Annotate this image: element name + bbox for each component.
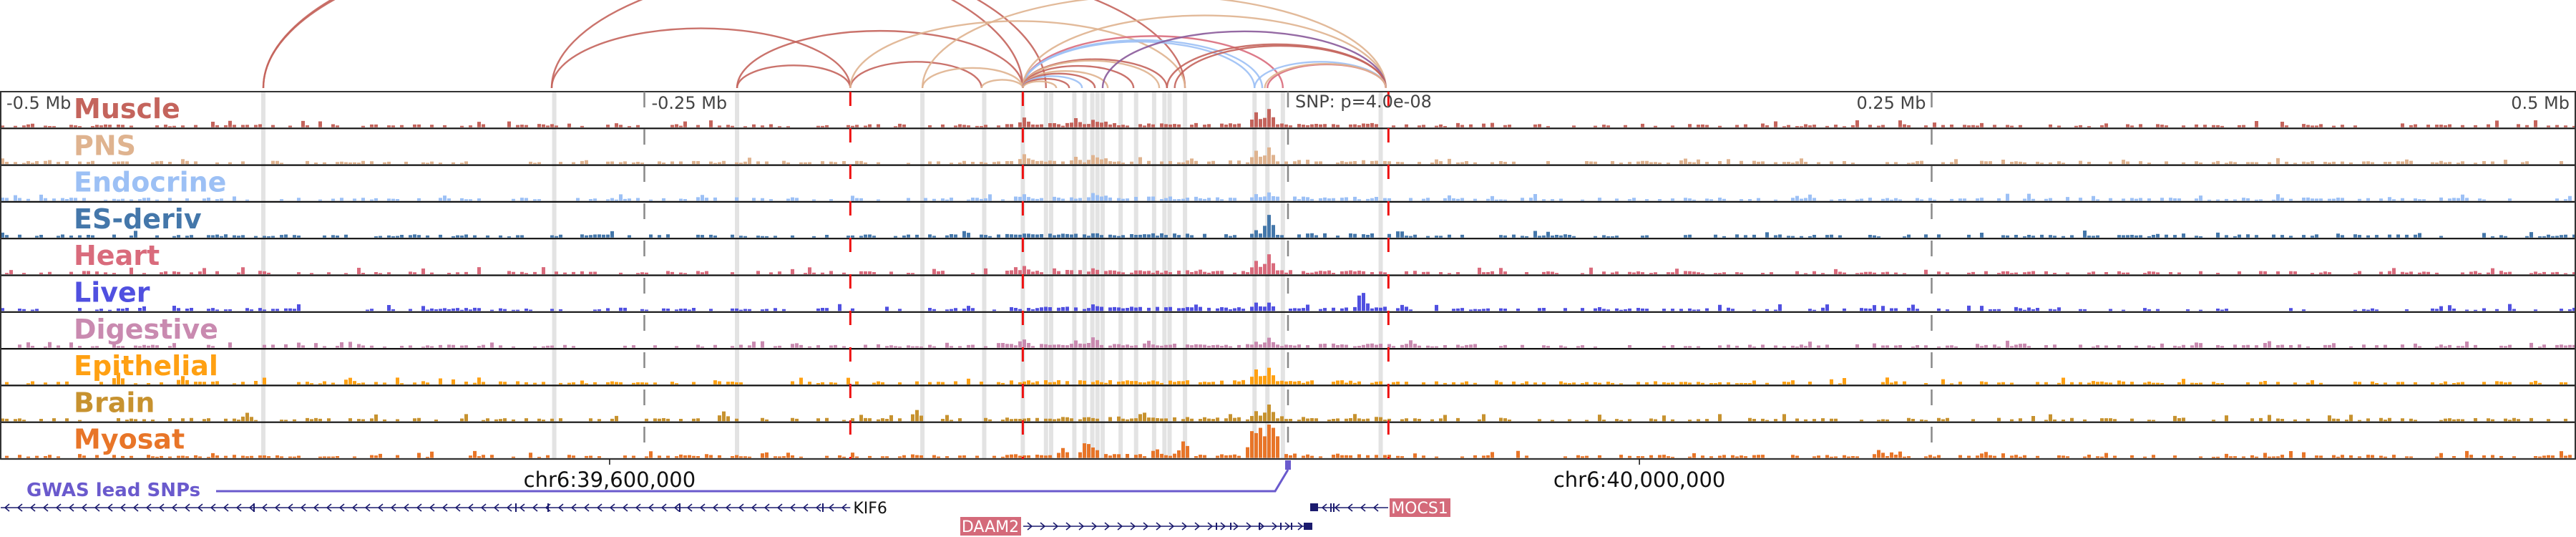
snp-pvalue-label: SNP: p=4.0e-08 bbox=[1295, 92, 1432, 112]
ruler-label: 0.5 Mb bbox=[2511, 93, 2570, 113]
signal-bars bbox=[1, 293, 2576, 311]
track-heart bbox=[1, 254, 2576, 276]
track-digestive bbox=[1, 337, 2576, 350]
gene-body bbox=[1318, 503, 1388, 512]
track-label: PNS bbox=[74, 130, 136, 161]
interaction-arc bbox=[921, 67, 1024, 89]
gene-label: KIF6 bbox=[853, 500, 887, 518]
track-epithelial bbox=[1, 367, 2575, 387]
track-es-deriv bbox=[1, 215, 2576, 240]
signal-bars bbox=[5, 254, 2576, 274]
interaction-arc bbox=[1101, 30, 1387, 89]
coordinate-label: chr6:39,600,000 bbox=[524, 468, 696, 492]
signal-bars bbox=[5, 367, 2567, 384]
track-label: Muscle bbox=[74, 93, 180, 125]
ruler: -0.5 Mb -0.25 Mb 0.25 Mb 0.5 Mb bbox=[6, 92, 2570, 459]
interaction-arc bbox=[849, 61, 983, 89]
exon-block bbox=[1304, 523, 1312, 530]
bottom-annotations: chr6:39,600,000 chr6:40,000,000 GWAS lea… bbox=[26, 92, 1725, 501]
ruler-label: 0.25 Mb bbox=[1856, 93, 1926, 113]
interaction-arc bbox=[1022, 39, 1264, 89]
track-label: Myosat bbox=[74, 424, 185, 455]
interaction-arc bbox=[980, 79, 1024, 89]
interaction-arc bbox=[1174, 45, 1387, 89]
interaction-arcs bbox=[262, 0, 1387, 89]
track-pns bbox=[1, 147, 2575, 166]
gene-track: KIF6 DAAM2 MOCS1 bbox=[1, 498, 1450, 536]
exon-block bbox=[1310, 503, 1318, 511]
gene-label-box bbox=[1390, 498, 1450, 517]
track-label: Digestive bbox=[74, 314, 218, 345]
track-endocrine bbox=[1, 192, 2575, 203]
gene-label: MOCS1 bbox=[1391, 500, 1448, 518]
gene-body bbox=[1, 503, 851, 512]
interaction-arc bbox=[1022, 14, 1387, 89]
gene-kif6: KIF6 bbox=[1, 500, 887, 518]
track-label: ES-deriv bbox=[74, 203, 202, 235]
gwas-connector bbox=[216, 469, 1289, 493]
interaction-arc bbox=[262, 0, 1047, 89]
boundary-lines bbox=[849, 92, 1390, 459]
track-label: Endocrine bbox=[74, 167, 226, 198]
track-liver bbox=[1, 293, 2576, 313]
gwas-track-label: GWAS lead SNPs bbox=[26, 480, 200, 501]
track-labels: Muscle PNS Endocrine ES-deriv Heart Liver Dige… bbox=[74, 93, 226, 455]
interaction-arc bbox=[736, 29, 1024, 89]
gene-label-box bbox=[960, 517, 1021, 536]
track-label: Heart bbox=[74, 240, 160, 271]
coordinate-label: chr6:40,000,000 bbox=[1553, 468, 1726, 492]
gwas-snp-marker bbox=[1285, 460, 1291, 470]
interaction-arc bbox=[1264, 63, 1387, 89]
interaction-arc bbox=[1267, 64, 1387, 89]
interaction-arc bbox=[1022, 65, 1135, 89]
interaction-arc bbox=[921, 0, 1387, 89]
interaction-arc bbox=[849, 20, 1186, 89]
gene-label: DAAM2 bbox=[962, 518, 1019, 536]
signal-bars bbox=[18, 337, 2576, 348]
track-label: Liver bbox=[74, 277, 150, 309]
interaction-arc bbox=[550, 27, 852, 89]
signal-tracks bbox=[0, 91, 2576, 460]
interaction-arc bbox=[1022, 80, 1058, 89]
track-muscle bbox=[1, 109, 2576, 130]
interaction-arc bbox=[736, 64, 852, 89]
ruler-label: -0.25 Mb bbox=[652, 93, 728, 113]
signal-bars bbox=[1, 109, 2576, 127]
track-brain bbox=[1, 404, 2575, 423]
ruler-label: -0.5 Mb bbox=[6, 93, 71, 113]
interaction-arc bbox=[550, 0, 1186, 89]
signal-bars bbox=[1, 192, 2572, 201]
gene-daam2: DAAM2 bbox=[960, 517, 1312, 536]
signal-bars bbox=[1, 147, 2563, 165]
interaction-arc bbox=[262, 0, 1024, 89]
gene-mocs1: MOCS1 bbox=[1310, 498, 1450, 518]
track-label: Brain bbox=[74, 387, 155, 418]
track-label: Epithelial bbox=[74, 350, 218, 382]
gene-body bbox=[1023, 522, 1304, 531]
